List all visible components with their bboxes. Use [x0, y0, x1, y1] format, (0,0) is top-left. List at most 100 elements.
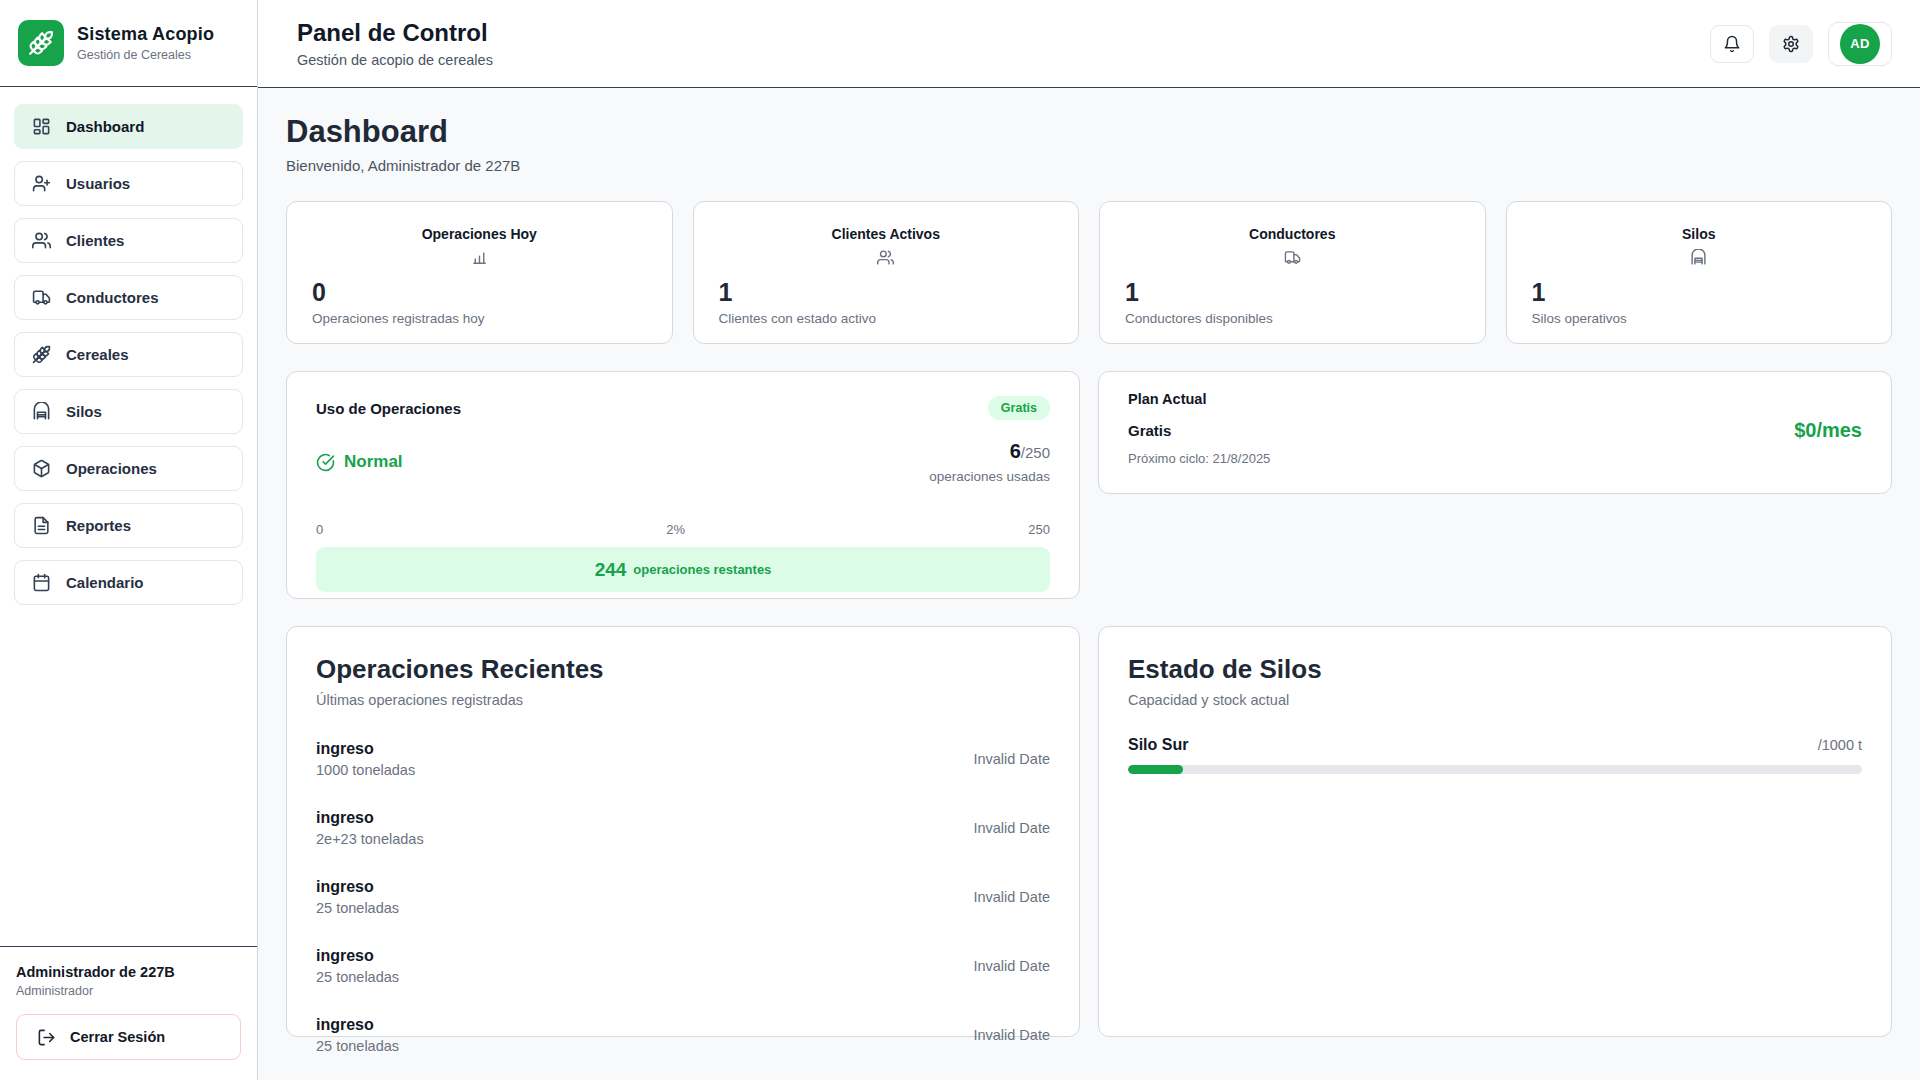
footer-user-name: Administrador de 227B [16, 964, 241, 980]
topbar-title: Panel de Control [297, 19, 493, 47]
check-circle-icon [316, 453, 335, 472]
stat-title: Conductores [1125, 226, 1460, 242]
sidebar-item-reportes[interactable]: Reportes [14, 503, 243, 548]
footer-user-role: Administrador [16, 984, 241, 998]
wheat-logo-icon [18, 20, 64, 66]
usage-total: /250 [1021, 444, 1050, 461]
ops-row: ingreso 2e+23 toneladas Invalid Date [316, 800, 1050, 856]
stat-value: 1 [1532, 278, 1867, 307]
remaining-value: 244 [595, 559, 627, 581]
sidebar-item-conductores[interactable]: Conductores [14, 275, 243, 320]
topbar-titles: Panel de Control Gestión de acopio de ce… [297, 19, 493, 68]
plan-badge: Gratis [988, 396, 1050, 420]
settings-button[interactable] [1769, 25, 1813, 63]
wheat-icon [32, 345, 51, 364]
silo-progress-track [1128, 765, 1862, 774]
ops-type: ingreso [316, 1016, 399, 1034]
sidebar-item-label: Operaciones [66, 460, 157, 477]
sidebar-footer: Administrador de 227B Administrador Cerr… [0, 946, 257, 1080]
ops-amount: 2e+23 toneladas [316, 831, 424, 847]
calendar-icon [32, 573, 51, 592]
right-pane: Panel de Control Gestión de acopio de ce… [258, 0, 1920, 1080]
user-menu-button[interactable]: AD [1828, 22, 1892, 66]
truck-icon [1125, 249, 1460, 266]
welcome-text: Bienvenido, Administrador de 227B [286, 157, 1892, 174]
sidebar-item-label: Reportes [66, 517, 131, 534]
stat-value: 1 [1125, 278, 1460, 307]
logout-button[interactable]: Cerrar Sesión [16, 1014, 241, 1060]
silo-item: Silo Sur /1000 t [1128, 736, 1862, 774]
ops-type: ingreso [316, 809, 424, 827]
sidebar-item-dashboard[interactable]: Dashboard [14, 104, 243, 149]
plan-title: Plan Actual [1128, 391, 1862, 407]
stat-card-clientes-activos: Clientes Activos 1 Clientes con estado a… [693, 201, 1080, 344]
sidebar-item-cereales[interactable]: Cereales [14, 332, 243, 377]
plan-next-cycle: Próximo ciclo: 21/8/2025 [1128, 451, 1862, 466]
sidebar-item-clientes[interactable]: Clientes [14, 218, 243, 263]
topbar-subtitle: Gestión de acopio de cereales [297, 52, 493, 68]
logout-label: Cerrar Sesión [70, 1029, 165, 1045]
sidebar-item-label: Dashboard [66, 118, 144, 135]
sidebar-item-label: Calendario [66, 574, 144, 591]
sidebar-item-label: Silos [66, 403, 102, 420]
row-usage-plan: Uso de Operaciones Gratis Normal 6/250 o… [286, 371, 1892, 599]
user-plus-icon [32, 174, 51, 193]
recent-ops-card: Operaciones Recientes Últimas operacione… [286, 626, 1080, 1037]
users-icon [719, 249, 1054, 266]
sidebar-item-operaciones[interactable]: Operaciones [14, 446, 243, 491]
page-title: Dashboard [286, 114, 1892, 150]
warehouse-icon [1532, 249, 1867, 266]
remaining-banner: 244 operaciones restantes [316, 547, 1050, 592]
scale-max: 250 [1028, 522, 1050, 537]
stat-title: Silos [1532, 226, 1867, 242]
sidebar-item-label: Cereales [66, 346, 129, 363]
ops-date: Invalid Date [973, 820, 1050, 836]
ops-amount: 25 toneladas [316, 1038, 399, 1054]
recent-ops-subtitle: Últimas operaciones registradas [316, 692, 1050, 708]
ops-date: Invalid Date [973, 751, 1050, 767]
ops-row: ingreso1000 toneladas Invalid Date [316, 731, 1050, 787]
usage-used: 6 [1010, 440, 1021, 462]
stat-value: 1 [719, 278, 1054, 307]
ops-row: ingreso25 toneladas Invalid Date [316, 869, 1050, 925]
ops-type: ingreso [316, 947, 399, 965]
sidebar-item-calendario[interactable]: Calendario [14, 560, 243, 605]
sidebar: Sistema Acopio Gestión de Cereales Dashb… [0, 0, 258, 1080]
notifications-button[interactable] [1710, 25, 1754, 63]
package-icon [32, 459, 51, 478]
ops-type: ingreso [316, 740, 415, 758]
silo-progress-fill [1128, 765, 1183, 774]
plan-card: Plan Actual Gratis $0/mes Próximo ciclo:… [1098, 371, 1892, 494]
stat-card-operaciones-hoy: Operaciones Hoy 0 Operaciones registrada… [286, 201, 673, 344]
recent-ops-title: Operaciones Recientes [316, 654, 1050, 685]
usage-card: Uso de Operaciones Gratis Normal 6/250 o… [286, 371, 1080, 599]
gear-icon [1782, 35, 1800, 53]
scale-min: 0 [316, 522, 323, 537]
avatar: AD [1840, 24, 1880, 64]
stat-caption: Clientes con estado activo [719, 311, 1054, 326]
ops-type: ingreso [316, 878, 399, 896]
sidebar-nav: Dashboard Usuarios Clientes Conductores … [0, 87, 257, 622]
topbar: Panel de Control Gestión de acopio de ce… [258, 0, 1920, 88]
sidebar-item-label: Conductores [66, 289, 159, 306]
brand: Sistema Acopio Gestión de Cereales [0, 0, 257, 87]
silo-name: Silo Sur [1128, 736, 1188, 754]
ops-date: Invalid Date [973, 1027, 1050, 1043]
sidebar-item-usuarios[interactable]: Usuarios [14, 161, 243, 206]
usage-scale: 0 2% 250 [316, 522, 1050, 537]
app-root: Sistema Acopio Gestión de Cereales Dashb… [0, 0, 1920, 1080]
sidebar-item-label: Clientes [66, 232, 124, 249]
stat-caption: Operaciones registradas hoy [312, 311, 647, 326]
logout-icon [37, 1028, 56, 1047]
app-title: Sistema Acopio [77, 24, 214, 45]
silos-subtitle: Capacidad y stock actual [1128, 692, 1862, 708]
sidebar-item-silos[interactable]: Silos [14, 389, 243, 434]
usage-title: Uso de Operaciones [316, 400, 461, 417]
stat-value: 0 [312, 278, 647, 307]
ops-amount: 25 toneladas [316, 969, 399, 985]
silos-status-card: Estado de Silos Capacidad y stock actual… [1098, 626, 1892, 1037]
users-icon [32, 231, 51, 250]
topbar-actions: AD [1710, 22, 1892, 66]
silos-title: Estado de Silos [1128, 654, 1862, 685]
usage-caption: operaciones usadas [929, 469, 1050, 484]
